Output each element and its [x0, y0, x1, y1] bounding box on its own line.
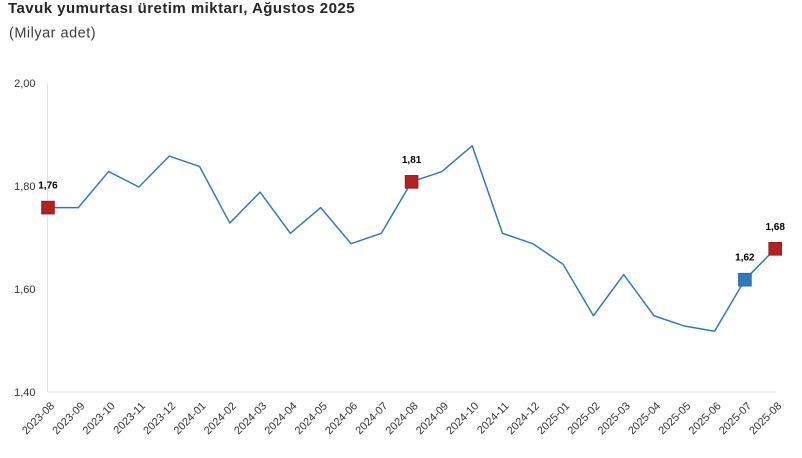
- svg-text:1,80: 1,80: [14, 181, 35, 193]
- svg-text:1,81: 1,81: [402, 155, 422, 166]
- svg-text:1,76: 1,76: [38, 181, 58, 192]
- svg-text:(Milyar adet): (Milyar adet): [9, 26, 96, 42]
- svg-text:Tavuk yumurtası üretim miktarı: Tavuk yumurtası üretim miktarı, Ağustos …: [8, 0, 355, 17]
- svg-text:1,68: 1,68: [765, 222, 785, 233]
- svg-text:1,60: 1,60: [14, 284, 35, 296]
- svg-text:1,40: 1,40: [14, 387, 35, 399]
- svg-text:1,62: 1,62: [735, 253, 755, 264]
- svg-text:2,00: 2,00: [14, 78, 35, 90]
